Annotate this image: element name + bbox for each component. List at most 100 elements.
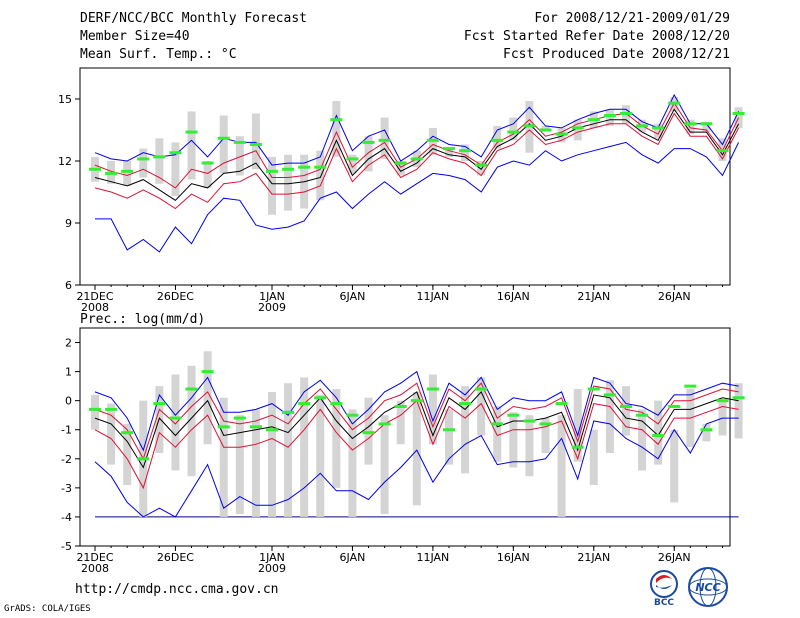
- panel1-median-marker: [362, 140, 375, 144]
- panel1-xtick-label: 21DEC: [76, 290, 113, 303]
- panel2-spread-bar: [251, 409, 260, 517]
- panel2-spread-bar: [332, 389, 341, 488]
- panel2-median-marker: [201, 370, 214, 374]
- panel2-median-marker: [571, 445, 584, 449]
- source-url[interactable]: http://cmdp.ncc.cma.gov.cn: [75, 582, 279, 597]
- panel1-xtick-label: 6JAN: [340, 290, 366, 303]
- panel1-median-marker: [732, 111, 745, 115]
- panel2-median-marker: [555, 402, 568, 406]
- panel2-series-min: [94, 417, 739, 518]
- panel2-median-marker: [619, 404, 632, 408]
- panel1-spread-bar: [477, 161, 486, 176]
- panel2-xtick-year: 2009: [258, 562, 286, 575]
- panel2-median-marker: [684, 384, 697, 388]
- panel1-median-marker: [636, 124, 649, 128]
- panel2-xtick-label: 21JAN: [577, 551, 610, 564]
- panel2-median-marker: [121, 431, 134, 435]
- panel2-median-marker: [410, 399, 423, 403]
- panel2-series-mean: [94, 391, 739, 469]
- panel2-ytick-label: 0: [65, 395, 72, 408]
- panel1-median-marker: [700, 122, 713, 126]
- variable-label: Mean Surf. Temp.: °C: [80, 47, 237, 62]
- panel1-spread-bar: [686, 119, 695, 135]
- panel1-median-marker: [169, 151, 182, 155]
- panel2-spread-bar: [123, 423, 132, 485]
- panel1-median-marker: [201, 161, 214, 165]
- panel2-spread-bar: [477, 377, 486, 436]
- panel2-median-marker: [105, 407, 118, 411]
- panel2-spread-bar: [461, 386, 470, 474]
- panel1-xtick-label: 26DEC: [157, 290, 194, 303]
- panel1-median-marker: [603, 114, 616, 118]
- panel1-spread-bar: [187, 111, 196, 180]
- panel1-spread-bar: [396, 161, 405, 176]
- panel2-series-upper: [94, 382, 739, 461]
- panel2-median-marker: [362, 431, 375, 435]
- panel2-ytick-label: 2: [65, 337, 72, 350]
- panel2-spread-bar: [557, 415, 566, 517]
- panel2-spread-bar: [412, 391, 421, 506]
- panel2-median-marker: [700, 428, 713, 432]
- panel2-xtick-label: 26JAN: [658, 551, 691, 564]
- bcc-logo-text: BCC: [654, 598, 674, 607]
- panel1-median-marker: [716, 149, 729, 153]
- panel1-frame: [79, 67, 731, 286]
- panel2-median-marker: [378, 422, 391, 426]
- panel1-spread-bar: [348, 154, 357, 174]
- panel2-median-marker: [732, 396, 745, 400]
- panel1-spread-bar: [203, 161, 212, 188]
- panel2-median-marker: [603, 393, 616, 397]
- panel2-spread-bar: [203, 351, 212, 445]
- panel1-median-marker: [459, 149, 472, 153]
- panel1-median-marker: [314, 165, 327, 169]
- panel2-median-marker: [153, 402, 166, 406]
- panel1-median-marker: [121, 169, 134, 173]
- panel2-spread-bar: [396, 400, 405, 445]
- forecast-start-date: Fcst Started Refer Date 2008/12/20: [463, 29, 730, 44]
- panel1-xtick-label: 21JAN: [577, 290, 610, 303]
- panel2-spread-bar: [509, 412, 518, 468]
- panel2-ytick-label: -3: [61, 482, 72, 495]
- panel2-series-max: [94, 370, 739, 452]
- panel2-frame: [79, 327, 731, 547]
- panel1-median-marker: [105, 171, 118, 175]
- panel2-xtick-label: 21DEC: [76, 551, 113, 564]
- panel1-spread-bar: [605, 109, 614, 126]
- panel2-spread-bar: [573, 389, 582, 462]
- panel1-spread-bar: [123, 161, 132, 186]
- panel1-median-marker: [571, 126, 584, 130]
- panel2-median-marker: [587, 387, 600, 391]
- panel2-title: Prec.: log(mm/d): [80, 312, 205, 327]
- panel1-median-marker: [185, 130, 198, 134]
- panel2-xtick-label: 1JAN: [259, 551, 285, 564]
- panel1-median-marker: [282, 167, 295, 171]
- panel2-median-marker: [668, 404, 681, 408]
- panel1-spread-bar: [380, 117, 389, 159]
- panel2-median-marker: [507, 413, 520, 417]
- panel1-median-marker: [394, 161, 407, 165]
- panel1-median-marker: [652, 126, 665, 130]
- panel2-spread-bar: [107, 403, 116, 465]
- panel2-median-marker: [475, 387, 488, 391]
- panel2-spread-bar: [428, 374, 437, 445]
- panel2-spread-bar: [348, 409, 357, 517]
- panel2-median-marker: [491, 422, 504, 426]
- panel1-spread-bar: [284, 154, 293, 211]
- panel1-median-marker: [539, 128, 552, 132]
- panel1-spread-bar: [219, 115, 228, 174]
- panel2-spread-bar: [605, 380, 614, 453]
- panel1-spread-bar: [155, 138, 164, 184]
- panel1-median-marker: [346, 157, 359, 161]
- panel1-spread-bar: [573, 119, 582, 141]
- panel1-median-marker: [507, 130, 520, 134]
- panel2-median-marker: [249, 425, 262, 429]
- panel1-series-min: [95, 141, 740, 253]
- panel2-spread-bar: [493, 406, 502, 462]
- panel2-median-marker: [426, 387, 439, 391]
- panel2-spread-bar: [316, 394, 325, 517]
- panel2-ytick-label: -1: [61, 424, 72, 437]
- panel2-median-marker: [394, 404, 407, 408]
- panel2-median-marker: [265, 428, 278, 432]
- panel1-spread-bar: [267, 156, 276, 215]
- panel2-ytick-label: 1: [65, 366, 72, 379]
